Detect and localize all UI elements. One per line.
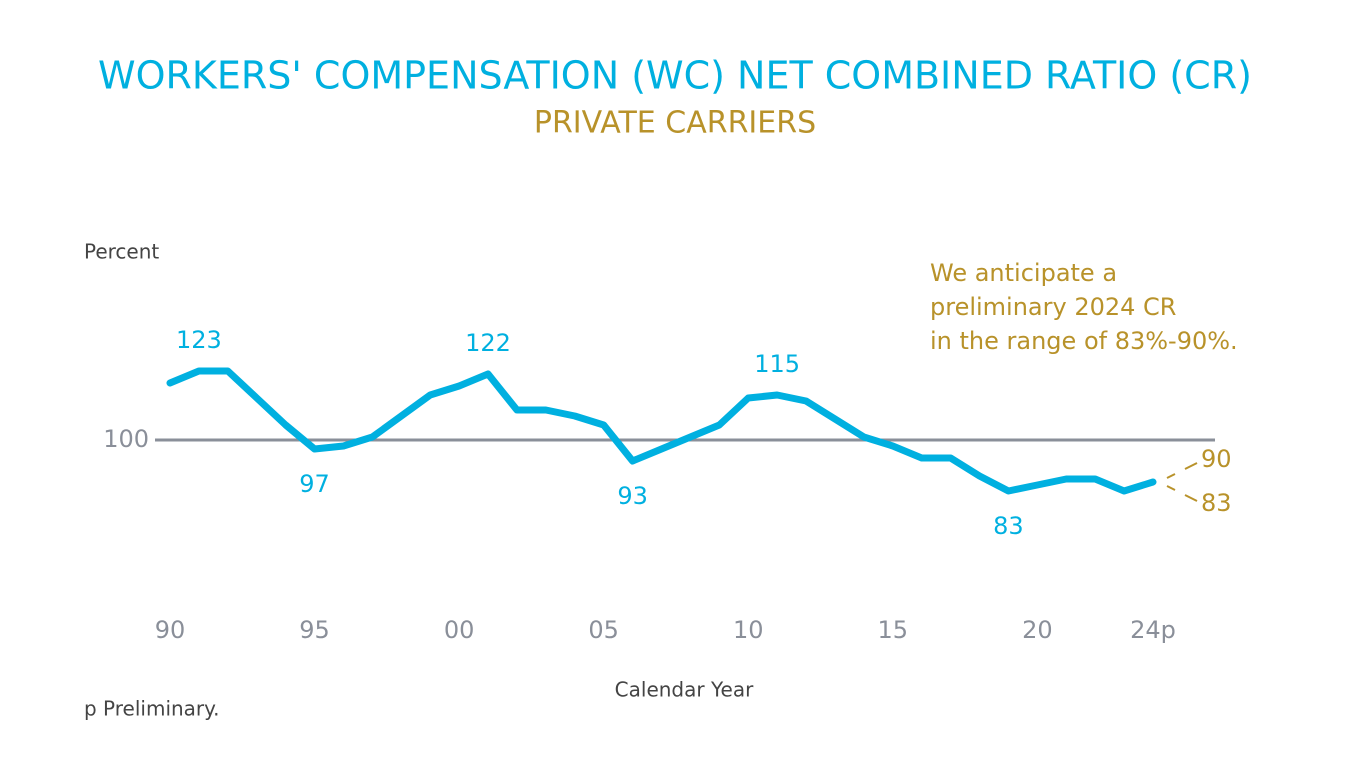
x-tick-label: 10: [733, 616, 764, 644]
range-label: 90: [1201, 445, 1232, 473]
x-tick-label: 15: [878, 616, 909, 644]
data-label: 83: [993, 512, 1024, 540]
chart-subtitle: PRIVATE CARRIERS: [534, 106, 816, 141]
x-tick-label: 05: [588, 616, 619, 644]
x-tick-label: 95: [299, 616, 330, 644]
x-tick-label: 20: [1022, 616, 1053, 644]
annotation: We anticipate a: [930, 259, 1117, 287]
x-axis-label: Calendar Year: [615, 678, 754, 702]
x-tick-label: 00: [444, 616, 475, 644]
data-line: [166, 367, 1157, 495]
x-tick-label: 90: [155, 616, 186, 644]
chart-title: WORKERS' COMPENSATION (WC) NET COMBINED …: [98, 54, 1252, 98]
data-label: 122: [465, 329, 511, 357]
annotation: in the range of 83%-90%.: [930, 327, 1238, 355]
data-label: 97: [299, 470, 330, 498]
x-tick-label: 24p: [1130, 616, 1176, 644]
data-label: 115: [754, 350, 800, 378]
data-label: 123: [176, 326, 222, 354]
y-tick-label: 100: [103, 425, 149, 453]
range-dash: [1184, 462, 1198, 470]
annotation: preliminary 2024 CR: [930, 293, 1176, 321]
data-label: 93: [617, 482, 648, 510]
range-label: 83: [1201, 489, 1232, 517]
y-axis-label: Percent: [84, 240, 159, 264]
range-dash: [1166, 473, 1176, 479]
footnote: p Preliminary.: [84, 697, 220, 721]
range-dash: [1166, 485, 1176, 491]
range-dash: [1184, 494, 1198, 502]
